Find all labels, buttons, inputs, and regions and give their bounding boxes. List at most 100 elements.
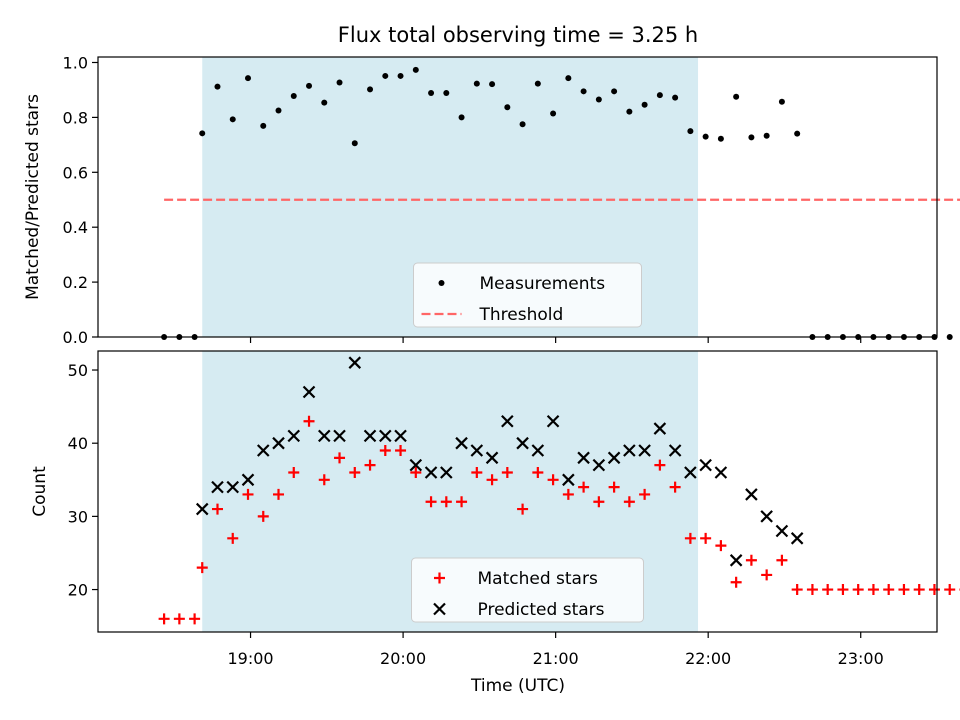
ratio-y-axis-label: Matched/Predicted stars xyxy=(23,94,43,300)
x-axis-label: Time (UTC) xyxy=(470,676,565,696)
measurement-point xyxy=(717,135,724,142)
matched-star-point xyxy=(562,488,574,500)
legend-label: Measurements xyxy=(480,274,606,294)
ratio-x-ticks xyxy=(249,337,862,343)
y-tick-label: 0.2 xyxy=(63,273,88,292)
matched-star-point xyxy=(761,569,773,581)
matched-star-point xyxy=(471,466,483,478)
predicted-star-point xyxy=(302,385,316,399)
predicted-star-point xyxy=(363,429,377,443)
predicted-star-point xyxy=(256,444,270,457)
matched-star-point xyxy=(349,466,361,478)
predicted-star-point xyxy=(317,429,331,443)
predicted-star-point xyxy=(562,473,575,487)
measurement-point xyxy=(321,99,328,106)
measurement-point xyxy=(733,93,740,100)
predicted-star-point xyxy=(607,451,621,465)
matched-star-point xyxy=(379,445,391,457)
panel-counts: 20 30 40 50 19:00 20:00 21:00 22:00 23:00 Count… xyxy=(30,350,960,696)
predicted-star-point xyxy=(348,356,362,369)
matched-star-point xyxy=(425,496,437,508)
matched-star-point xyxy=(273,488,285,500)
y-tick-label: 50 xyxy=(68,361,88,380)
measurement-point xyxy=(672,94,679,101)
predicted-star-point xyxy=(684,466,697,479)
predicted-star-point xyxy=(775,524,789,538)
predicted-star-point xyxy=(440,466,453,479)
legend-label: Threshold xyxy=(479,305,564,325)
measurement-point xyxy=(397,72,404,79)
predicted-star-point xyxy=(501,414,514,428)
measurement-point xyxy=(260,122,267,129)
measurement-point xyxy=(412,66,419,73)
matched-star-point xyxy=(532,466,544,478)
predicted-star-point xyxy=(577,451,590,465)
matched-star-point xyxy=(700,532,712,544)
measurement-point xyxy=(534,80,541,87)
predicted-star-point xyxy=(592,458,606,472)
x-tick-label: 21:00 xyxy=(533,649,579,668)
matched-star-point xyxy=(158,613,170,625)
y-tick-label: 20 xyxy=(68,581,88,600)
measurement-point xyxy=(794,130,801,137)
y-tick-label: 0.4 xyxy=(63,218,88,237)
measurement-point xyxy=(748,134,755,141)
measurement-point xyxy=(641,101,648,108)
measurement-point xyxy=(428,89,435,96)
matched-star-point xyxy=(303,415,315,427)
matched-star-point xyxy=(822,584,834,596)
measurement-point xyxy=(687,128,694,135)
measurement-point xyxy=(458,114,465,121)
measurement-point xyxy=(275,107,282,114)
matched-star-point xyxy=(440,496,452,508)
measurement-point xyxy=(778,98,785,105)
measurement-point xyxy=(245,75,252,82)
ratio-legend: Measurements Threshold xyxy=(413,262,642,328)
measurement-point xyxy=(702,133,709,140)
x-tick-label: 22:00 xyxy=(685,649,731,668)
panel-ratio: 0.0 0.2 0.4 0.6 0.8 1.0 Matched/Predicted sta… xyxy=(23,53,960,347)
measurement-point xyxy=(580,88,587,95)
matched-star-point xyxy=(898,584,910,596)
matched-star-point xyxy=(227,532,239,544)
measurement-point xyxy=(504,104,511,111)
count-y-axis-label: Count xyxy=(30,466,50,517)
x-tick-label: 23:00 xyxy=(838,649,884,668)
matched-star-point xyxy=(501,466,513,478)
matched-star-point xyxy=(517,503,529,515)
panel-ratio-frame xyxy=(97,56,938,338)
matched-star-point xyxy=(852,584,864,596)
matched-star-point xyxy=(456,496,468,508)
predicted-star-point xyxy=(470,444,484,457)
predicted-star-point xyxy=(623,444,636,457)
matched-star-point xyxy=(837,584,849,596)
measurement-point xyxy=(229,116,236,123)
predicted-star-point xyxy=(745,488,758,501)
matched-star-point xyxy=(806,584,818,596)
measurement-point xyxy=(306,82,313,89)
measurement-point xyxy=(565,75,572,82)
predicted-star-point xyxy=(195,502,209,516)
predicted-star-point xyxy=(379,429,392,443)
matched-star-point xyxy=(578,481,590,493)
matched-star-point xyxy=(730,576,742,588)
y-tick-label: 1.0 xyxy=(63,53,88,72)
measurement-point xyxy=(626,108,633,115)
measurement-point xyxy=(351,140,358,147)
measurement-point xyxy=(367,86,374,93)
legend-marker-measurements xyxy=(438,280,445,286)
matched-star-point xyxy=(593,496,605,508)
predicted-star-point xyxy=(760,510,773,523)
matched-star-point xyxy=(654,459,666,471)
measurement-point xyxy=(763,132,770,139)
count-y-axis: 20 30 40 50 xyxy=(68,361,98,600)
predicted-star-point xyxy=(699,458,712,472)
predicted-star-point xyxy=(714,466,728,479)
matched-star-point xyxy=(913,584,925,596)
matched-star-point xyxy=(189,613,201,625)
matched-star-point xyxy=(318,474,330,486)
panel-counts-frame xyxy=(97,350,938,633)
matched-star-point xyxy=(669,481,681,493)
predicted-star-point xyxy=(287,429,301,443)
matched-star-point xyxy=(173,613,185,625)
